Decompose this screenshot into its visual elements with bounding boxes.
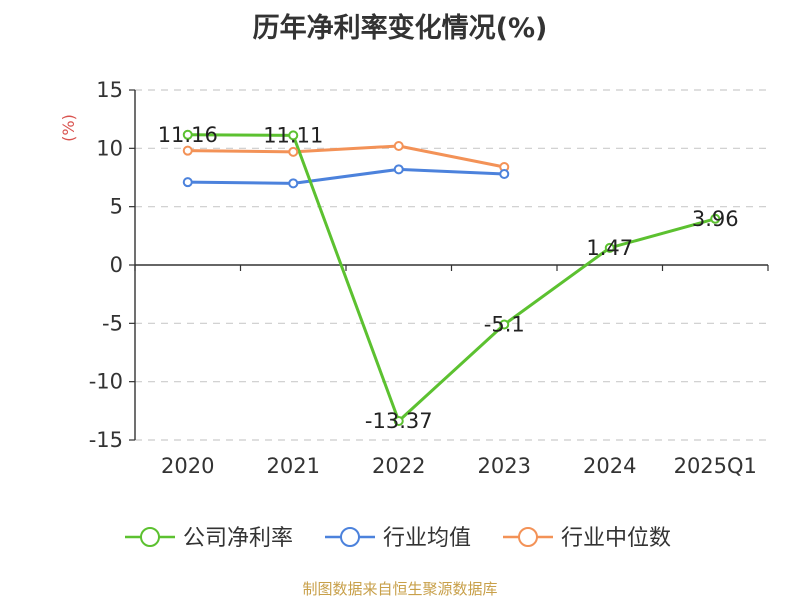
x-tick-label: 2020	[161, 454, 214, 478]
data-point	[182, 145, 193, 156]
data-point	[182, 129, 193, 140]
series-line-0	[187, 133, 716, 423]
y-axis-label: (%)	[59, 114, 78, 142]
legend-item-2[interactable]: 行业中位数	[503, 526, 671, 551]
y-tick-label: -10	[89, 370, 123, 394]
data-label: 1.47	[586, 236, 633, 260]
series-line-1	[187, 167, 505, 185]
data-point	[393, 415, 404, 426]
data-label: -13.37	[365, 409, 433, 433]
legend-item-0[interactable]: 公司净利率	[125, 526, 293, 551]
y-tick-label: 10	[96, 136, 123, 160]
y-tick-label: 15	[96, 78, 123, 102]
y-tick-label: 5	[110, 195, 123, 219]
data-point	[288, 130, 299, 141]
y-tick-label: 0	[110, 253, 123, 277]
legend-label: 行业均值	[383, 526, 471, 551]
x-tick-label: 2023	[478, 454, 531, 478]
y-tick-label: -15	[89, 428, 123, 452]
data-point	[393, 141, 404, 151]
data-point	[499, 319, 510, 330]
x-tick-label: 2025Q1	[674, 454, 757, 478]
legend-marker	[140, 527, 160, 547]
data-source-note: 制图数据来自恒生聚源数据库	[302, 580, 498, 598]
chart-title: 历年净利率变化情况(%)	[252, 13, 548, 44]
x-tick-label: 2024	[583, 454, 636, 478]
legend-item-1[interactable]: 行业均值	[325, 526, 471, 551]
x-tick-label: 2021	[267, 454, 320, 478]
data-point	[182, 177, 193, 188]
data-point	[288, 178, 299, 189]
data-label: 11.16	[158, 123, 218, 147]
data-label: 3.96	[692, 207, 739, 231]
data-point	[499, 169, 510, 179]
y-tick-label: -5	[102, 311, 123, 335]
legend-marker	[340, 527, 360, 547]
data-label: -5.1	[484, 313, 525, 337]
x-tick-label: 2022	[372, 454, 425, 478]
data-point	[288, 146, 299, 157]
data-label: 11.11	[263, 123, 323, 147]
data-point	[393, 164, 404, 175]
data-point	[710, 213, 721, 224]
data-point	[604, 242, 615, 253]
series-line-2	[187, 144, 505, 169]
legend-label: 行业中位数	[561, 526, 671, 551]
legend-label: 公司净利率	[183, 526, 293, 551]
legend-marker	[518, 527, 538, 547]
